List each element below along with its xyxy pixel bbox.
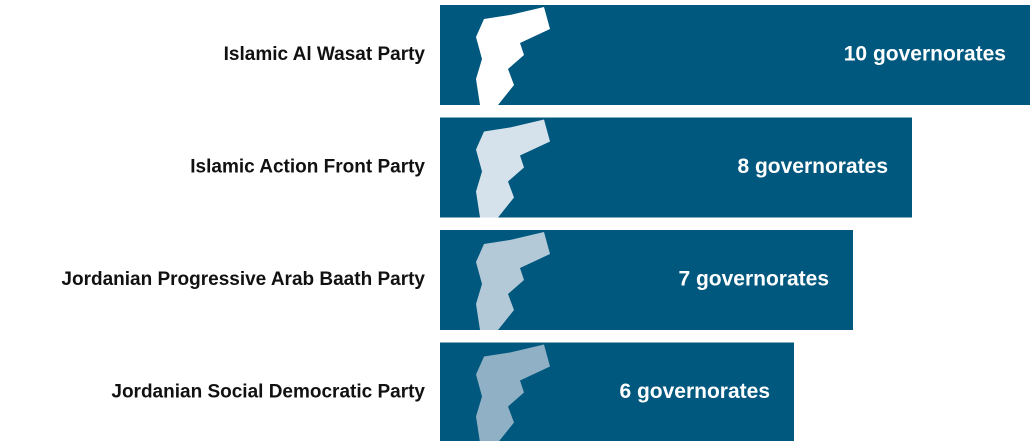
category-label: Jordanian Social Democratic Party xyxy=(111,382,425,403)
value-label: 8 governorates xyxy=(737,155,888,178)
category-label: Jordanian Progressive Arab Baath Party xyxy=(61,269,425,290)
category-label: Islamic Al Wasat Party xyxy=(224,44,426,65)
value-label: 6 governorates xyxy=(619,380,770,403)
value-label: 7 governorates xyxy=(678,268,829,291)
value-label: 10 governorates xyxy=(844,43,1006,66)
category-label: Islamic Action Front Party xyxy=(190,157,425,178)
